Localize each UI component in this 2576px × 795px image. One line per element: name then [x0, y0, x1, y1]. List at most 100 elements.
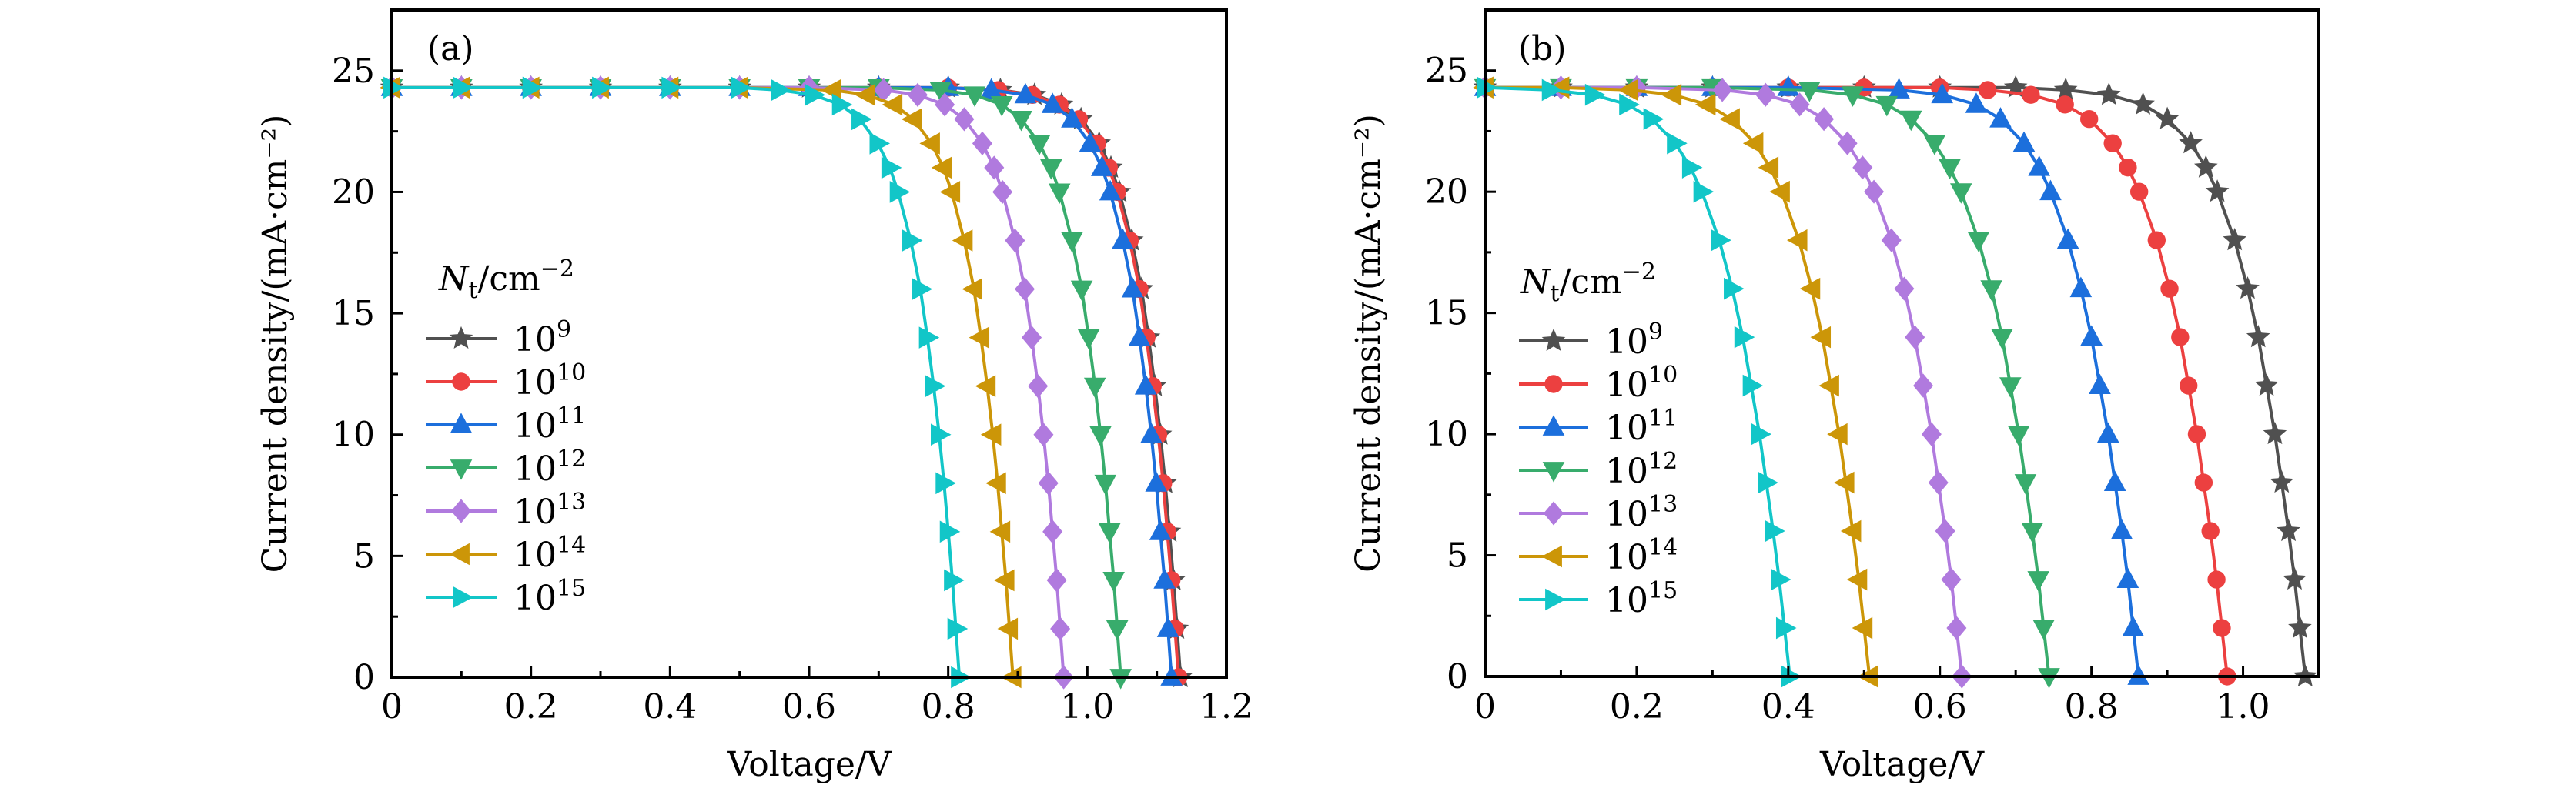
legend-label-exponent: 15 — [1648, 577, 1678, 604]
data-marker — [2027, 571, 2050, 592]
data-marker — [2179, 131, 2203, 154]
data-marker — [963, 86, 986, 107]
data-marker — [1584, 83, 1606, 106]
data-marker — [2205, 179, 2230, 202]
data-marker — [935, 472, 956, 495]
data-marker — [2160, 279, 2179, 298]
data-marker — [2080, 325, 2103, 346]
x-tick-label: 0.2 — [1610, 687, 1664, 727]
data-marker — [972, 131, 992, 155]
legend-label-base: 10 — [514, 493, 557, 532]
data-marker — [1939, 159, 1961, 180]
x-tick-label: 1.0 — [2216, 687, 2270, 727]
data-marker — [1949, 183, 1972, 204]
legend-item: 1014 — [426, 532, 586, 575]
data-marker — [2056, 95, 2074, 114]
data-marker — [2246, 325, 2270, 348]
data-marker — [851, 108, 872, 131]
legend-item: 109 — [1519, 319, 1663, 362]
legend-label-exponent: 14 — [557, 532, 586, 559]
data-marker — [1070, 280, 1093, 302]
data-marker — [1711, 229, 1731, 252]
data-marker — [2103, 470, 2126, 491]
legend-label-base: 10 — [1605, 538, 1648, 577]
data-marker — [821, 78, 841, 102]
y-tick-label: 15 — [332, 294, 375, 333]
legend-label: 1014 — [514, 532, 586, 575]
data-marker — [2207, 570, 2226, 589]
data-marker — [2213, 619, 2231, 637]
legend-item: 1010 — [426, 359, 586, 403]
series-line — [1485, 85, 2051, 677]
x-tick-label: 1.2 — [1199, 687, 1253, 727]
data-marker — [873, 78, 894, 102]
data-marker — [2039, 179, 2062, 201]
x-tick-label: 0.6 — [782, 687, 836, 727]
legend-label-exponent: 11 — [557, 403, 586, 429]
data-marker — [1775, 616, 1797, 640]
legend-label-exponent: 12 — [557, 446, 586, 473]
x-tick-label: 0.8 — [922, 687, 975, 727]
legend-label-exponent: 15 — [557, 575, 586, 602]
series-line — [392, 85, 1183, 678]
x-tick-label: 0 — [1474, 687, 1496, 727]
data-marker — [1667, 132, 1688, 155]
y-axis: 0 5 10 15 20 25 Current density/(mA·cm⁻²) — [256, 52, 403, 697]
data-marker — [1755, 82, 1776, 107]
data-marker — [969, 326, 990, 349]
data-marker — [889, 181, 911, 203]
data-marker — [990, 96, 1013, 117]
data-marker — [1109, 669, 1132, 690]
data-marker — [2194, 155, 2218, 178]
legend-label-base: 10 — [1605, 452, 1648, 491]
legend-label-base: 10 — [514, 363, 557, 403]
legend-item: 1012 — [1519, 448, 1678, 491]
data-marker — [1099, 179, 1122, 201]
legend-label-exponent: 14 — [1648, 534, 1678, 561]
data-marker — [1946, 616, 1967, 640]
data-marker — [2288, 615, 2312, 639]
data-marker — [1040, 159, 1062, 180]
data-marker — [1477, 76, 1497, 99]
data-marker — [2277, 518, 2300, 542]
series-10e10 — [383, 78, 1188, 686]
data-marker — [907, 82, 928, 107]
data-marker — [1840, 519, 1862, 543]
data-marker — [1106, 620, 1129, 641]
data-marker — [931, 156, 952, 179]
data-marker — [1769, 180, 1790, 203]
data-marker — [1719, 108, 1740, 131]
data-marker — [869, 132, 891, 155]
data-marker — [1693, 180, 1715, 203]
x-tick-label: 0.4 — [1761, 687, 1815, 727]
legend-label-base: 10 — [514, 449, 557, 489]
data-marker — [935, 92, 955, 117]
data-marker — [661, 76, 682, 99]
data-marker — [1028, 135, 1051, 155]
x-axis: 0 0.2 0.4 0.6 0.8 1.0 1.2 Voltage/V — [381, 666, 1253, 784]
legend-title-unit: /cm — [1560, 262, 1622, 302]
data-marker — [954, 107, 975, 132]
x-tick-label: 0.2 — [504, 687, 558, 727]
data-marker — [771, 78, 791, 102]
legend-label-base: 10 — [1605, 322, 1648, 362]
data-marker — [1913, 373, 1934, 398]
data-marker — [1089, 426, 1112, 447]
data-marker — [1742, 374, 1764, 397]
data-marker — [1751, 423, 1772, 446]
data-marker — [2171, 328, 2190, 346]
data-marker — [2032, 620, 2055, 640]
data-marker — [912, 278, 933, 300]
legend-label-base: 10 — [514, 320, 557, 359]
data-marker — [1864, 179, 1885, 204]
legend-marker-triangle-right-icon — [453, 586, 473, 609]
data-marker — [2201, 522, 2220, 540]
y-tick-label: 15 — [1425, 294, 1468, 333]
panel-b: 0 0.2 0.4 0.6 0.8 1.0Voltage/V0510152025Curre… — [1349, 8, 2320, 784]
data-marker — [1098, 523, 1121, 544]
data-marker — [1852, 616, 1873, 640]
legend-label-exponent: 11 — [1648, 405, 1678, 432]
data-marker — [881, 156, 902, 179]
